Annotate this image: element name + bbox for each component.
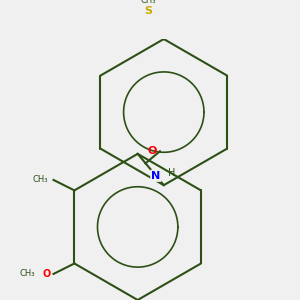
Text: CH₃: CH₃ xyxy=(140,0,156,5)
Text: O: O xyxy=(43,269,51,279)
Text: S: S xyxy=(144,5,152,16)
Text: CH₃: CH₃ xyxy=(20,269,35,278)
Text: H: H xyxy=(168,168,175,178)
Text: CH₃: CH₃ xyxy=(33,176,48,184)
Text: N: N xyxy=(151,171,160,181)
Text: O: O xyxy=(147,146,157,156)
